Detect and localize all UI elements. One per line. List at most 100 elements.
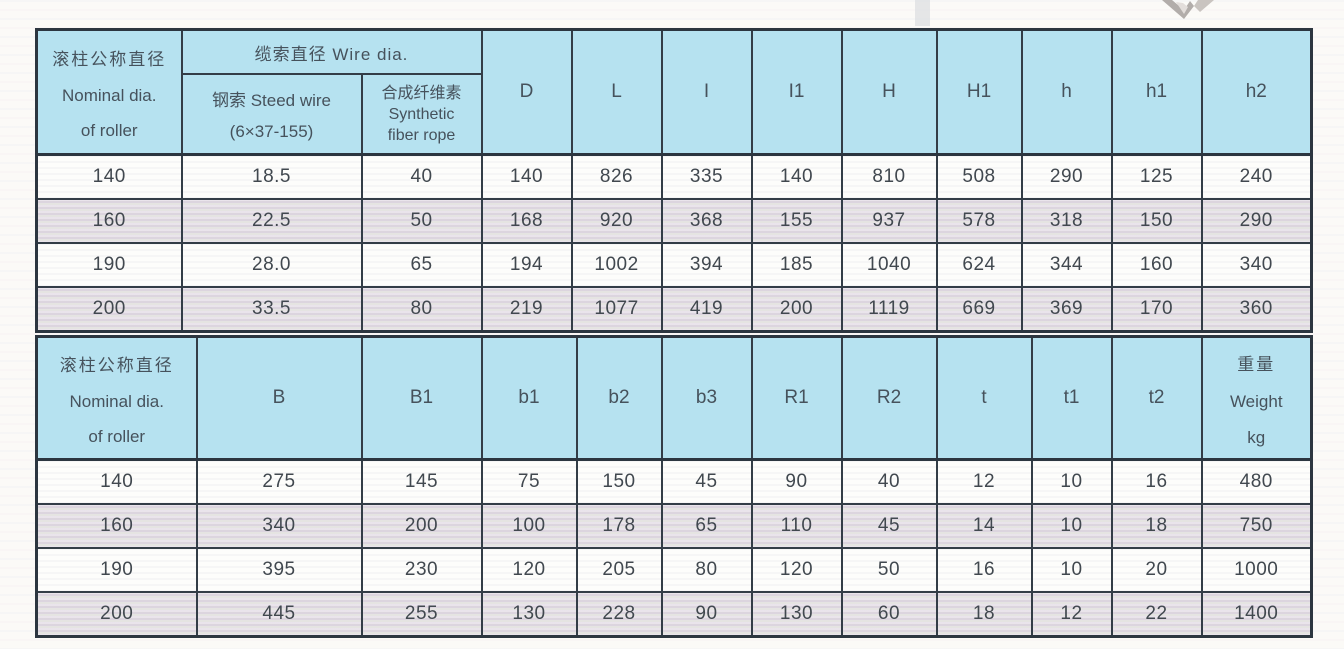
header2-roller-en2: of roller [88, 427, 146, 446]
table-row: 160 22.5 50 168 920 368 155 937 578 318 150 290 [35, 198, 1313, 244]
header-dim-b2: b2 [575, 335, 663, 461]
table-cell: 10 [1030, 458, 1113, 505]
table-cell: 160 [35, 198, 183, 244]
table-cell: 120 [480, 547, 578, 593]
table-cell: 14 [935, 503, 1033, 549]
header-dim-t1: t1 [1030, 335, 1113, 461]
header-dim-L: L [570, 28, 663, 156]
table-row: 140 275 145 75 150 45 90 40 12 10 16 480 [35, 458, 1313, 505]
table-row: 200 445 255 130 228 90 130 60 18 12 22 1400 [35, 591, 1313, 638]
table-cell: 20 [1110, 547, 1203, 593]
table-cell: 578 [935, 198, 1023, 244]
table-cell: 230 [360, 547, 483, 593]
table-cell: 1002 [570, 242, 663, 288]
scan-streak-artifact [915, 0, 930, 26]
header-dim-b3: b3 [660, 335, 753, 461]
table-cell: 80 [360, 286, 483, 333]
table-cell: 170 [1110, 286, 1203, 333]
table-cell: 290 [1020, 153, 1113, 200]
table-cell: 240 [1200, 153, 1313, 200]
table-cell: 168 [480, 198, 573, 244]
header-weight-en: Weight [1229, 391, 1283, 411]
header-steel-line1: 钢索 Steed wire [211, 91, 332, 111]
header-synthetic-rope: 合成纤维素 Synthetic fiber rope [360, 73, 483, 156]
table-cell: 290 [1200, 198, 1313, 244]
table-cell: 10 [1030, 547, 1113, 593]
table-cell: 45 [840, 503, 938, 549]
header-weight-unit: kg [1247, 428, 1266, 447]
header-dim-H1: H1 [935, 28, 1023, 156]
header-dim-h1: h1 [1110, 28, 1203, 156]
header2-roller-en1: Nominal dia. [69, 391, 165, 411]
table-cell: 318 [1020, 198, 1113, 244]
table-cell: 395 [195, 547, 363, 593]
table-cell: 90 [750, 458, 843, 505]
header-dim-I: I [660, 28, 753, 156]
header-roller-en1: Nominal dia. [62, 85, 157, 105]
header-dim-h2: h2 [1200, 28, 1313, 156]
header-dim-R2: R2 [840, 335, 938, 461]
header2-roller-diameter: 滚柱公称直径 Nominal dia. of roller [35, 335, 198, 461]
header-syn-line1: 合成纤维素 [381, 84, 462, 102]
header-weight: 重量 Weight kg [1200, 335, 1313, 461]
header-weight-zh: 重量 [1237, 355, 1276, 374]
header-dim-h: h [1020, 28, 1113, 156]
table-cell: 1400 [1200, 591, 1313, 638]
table-cell: 369 [1020, 286, 1113, 333]
table-cell: 480 [1200, 458, 1313, 505]
table-cell: 75 [480, 458, 578, 505]
table-cell: 22 [1110, 591, 1203, 638]
table-cell: 445 [195, 591, 363, 638]
header-wire-dia-group: 缆索直径 Wire dia. [180, 28, 483, 75]
table-cell: 920 [570, 198, 663, 244]
table-cell: 18 [935, 591, 1033, 638]
table-cell: 50 [840, 547, 938, 593]
table-cell: 50 [360, 198, 483, 244]
table-cell: 16 [1110, 458, 1203, 505]
table-cell: 275 [195, 458, 363, 505]
spec-table-dimensions: 滚柱公称直径 Nominal dia. of roller 缆索直径 Wire … [35, 28, 1314, 333]
header-syn-line2: Synthetic [388, 105, 455, 123]
table-cell: 18 [1110, 503, 1203, 549]
header-steel-wire: 钢索 Steed wire (6×37-155) [180, 73, 363, 156]
table-cell: 200 [35, 591, 198, 638]
table2-header: 滚柱公称直径 Nominal dia. of roller B B1 b1 b2… [35, 335, 1313, 461]
table-cell: 669 [935, 286, 1023, 333]
table-cell: 40 [360, 153, 483, 200]
table-cell: 750 [1200, 503, 1313, 549]
header-dim-b1: b1 [480, 335, 578, 461]
table-cell: 65 [660, 503, 753, 549]
table-cell: 194 [480, 242, 573, 288]
table-cell: 228 [575, 591, 663, 638]
table-cell: 826 [570, 153, 663, 200]
table-cell: 110 [750, 503, 843, 549]
torn-arrow-graphic-icon [1150, 0, 1220, 25]
table-row: 140 18.5 40 140 826 335 140 810 508 290 125 240 [35, 153, 1313, 200]
table-cell: 100 [480, 503, 578, 549]
header-syn-line3: fiber rope [387, 126, 456, 144]
table-cell: 125 [1110, 153, 1203, 200]
table-cell: 508 [935, 153, 1023, 200]
table-cell: 22.5 [180, 198, 363, 244]
table-cell: 1119 [840, 286, 938, 333]
table-cell: 130 [750, 591, 843, 638]
table-cell: 624 [935, 242, 1023, 288]
table-cell: 140 [35, 153, 183, 200]
header-roller-en2: of roller [80, 121, 138, 140]
table1-header: 滚柱公称直径 Nominal dia. of roller 缆索直径 Wire … [35, 28, 1313, 156]
table-cell: 33.5 [180, 286, 363, 333]
table-cell: 178 [575, 503, 663, 549]
header2-roller-zh: 滚柱公称直径 [59, 356, 174, 375]
table-cell: 16 [935, 547, 1033, 593]
table-cell: 65 [360, 242, 483, 288]
header-dim-H: H [840, 28, 938, 156]
table-cell: 368 [660, 198, 753, 244]
header-dim-B: B [195, 335, 363, 461]
table-row: 190 28.0 65 194 1002 394 185 1040 624 344 160 340 [35, 242, 1313, 288]
table-row: 160 340 200 100 178 65 110 45 14 10 18 750 [35, 503, 1313, 549]
table-row: 200 33.5 80 219 1077 419 200 1119 669 369 170 360 [35, 286, 1313, 333]
table-cell: 90 [660, 591, 753, 638]
table-cell: 1000 [1200, 547, 1313, 593]
table-cell: 185 [750, 242, 843, 288]
table-cell: 200 [360, 503, 483, 549]
